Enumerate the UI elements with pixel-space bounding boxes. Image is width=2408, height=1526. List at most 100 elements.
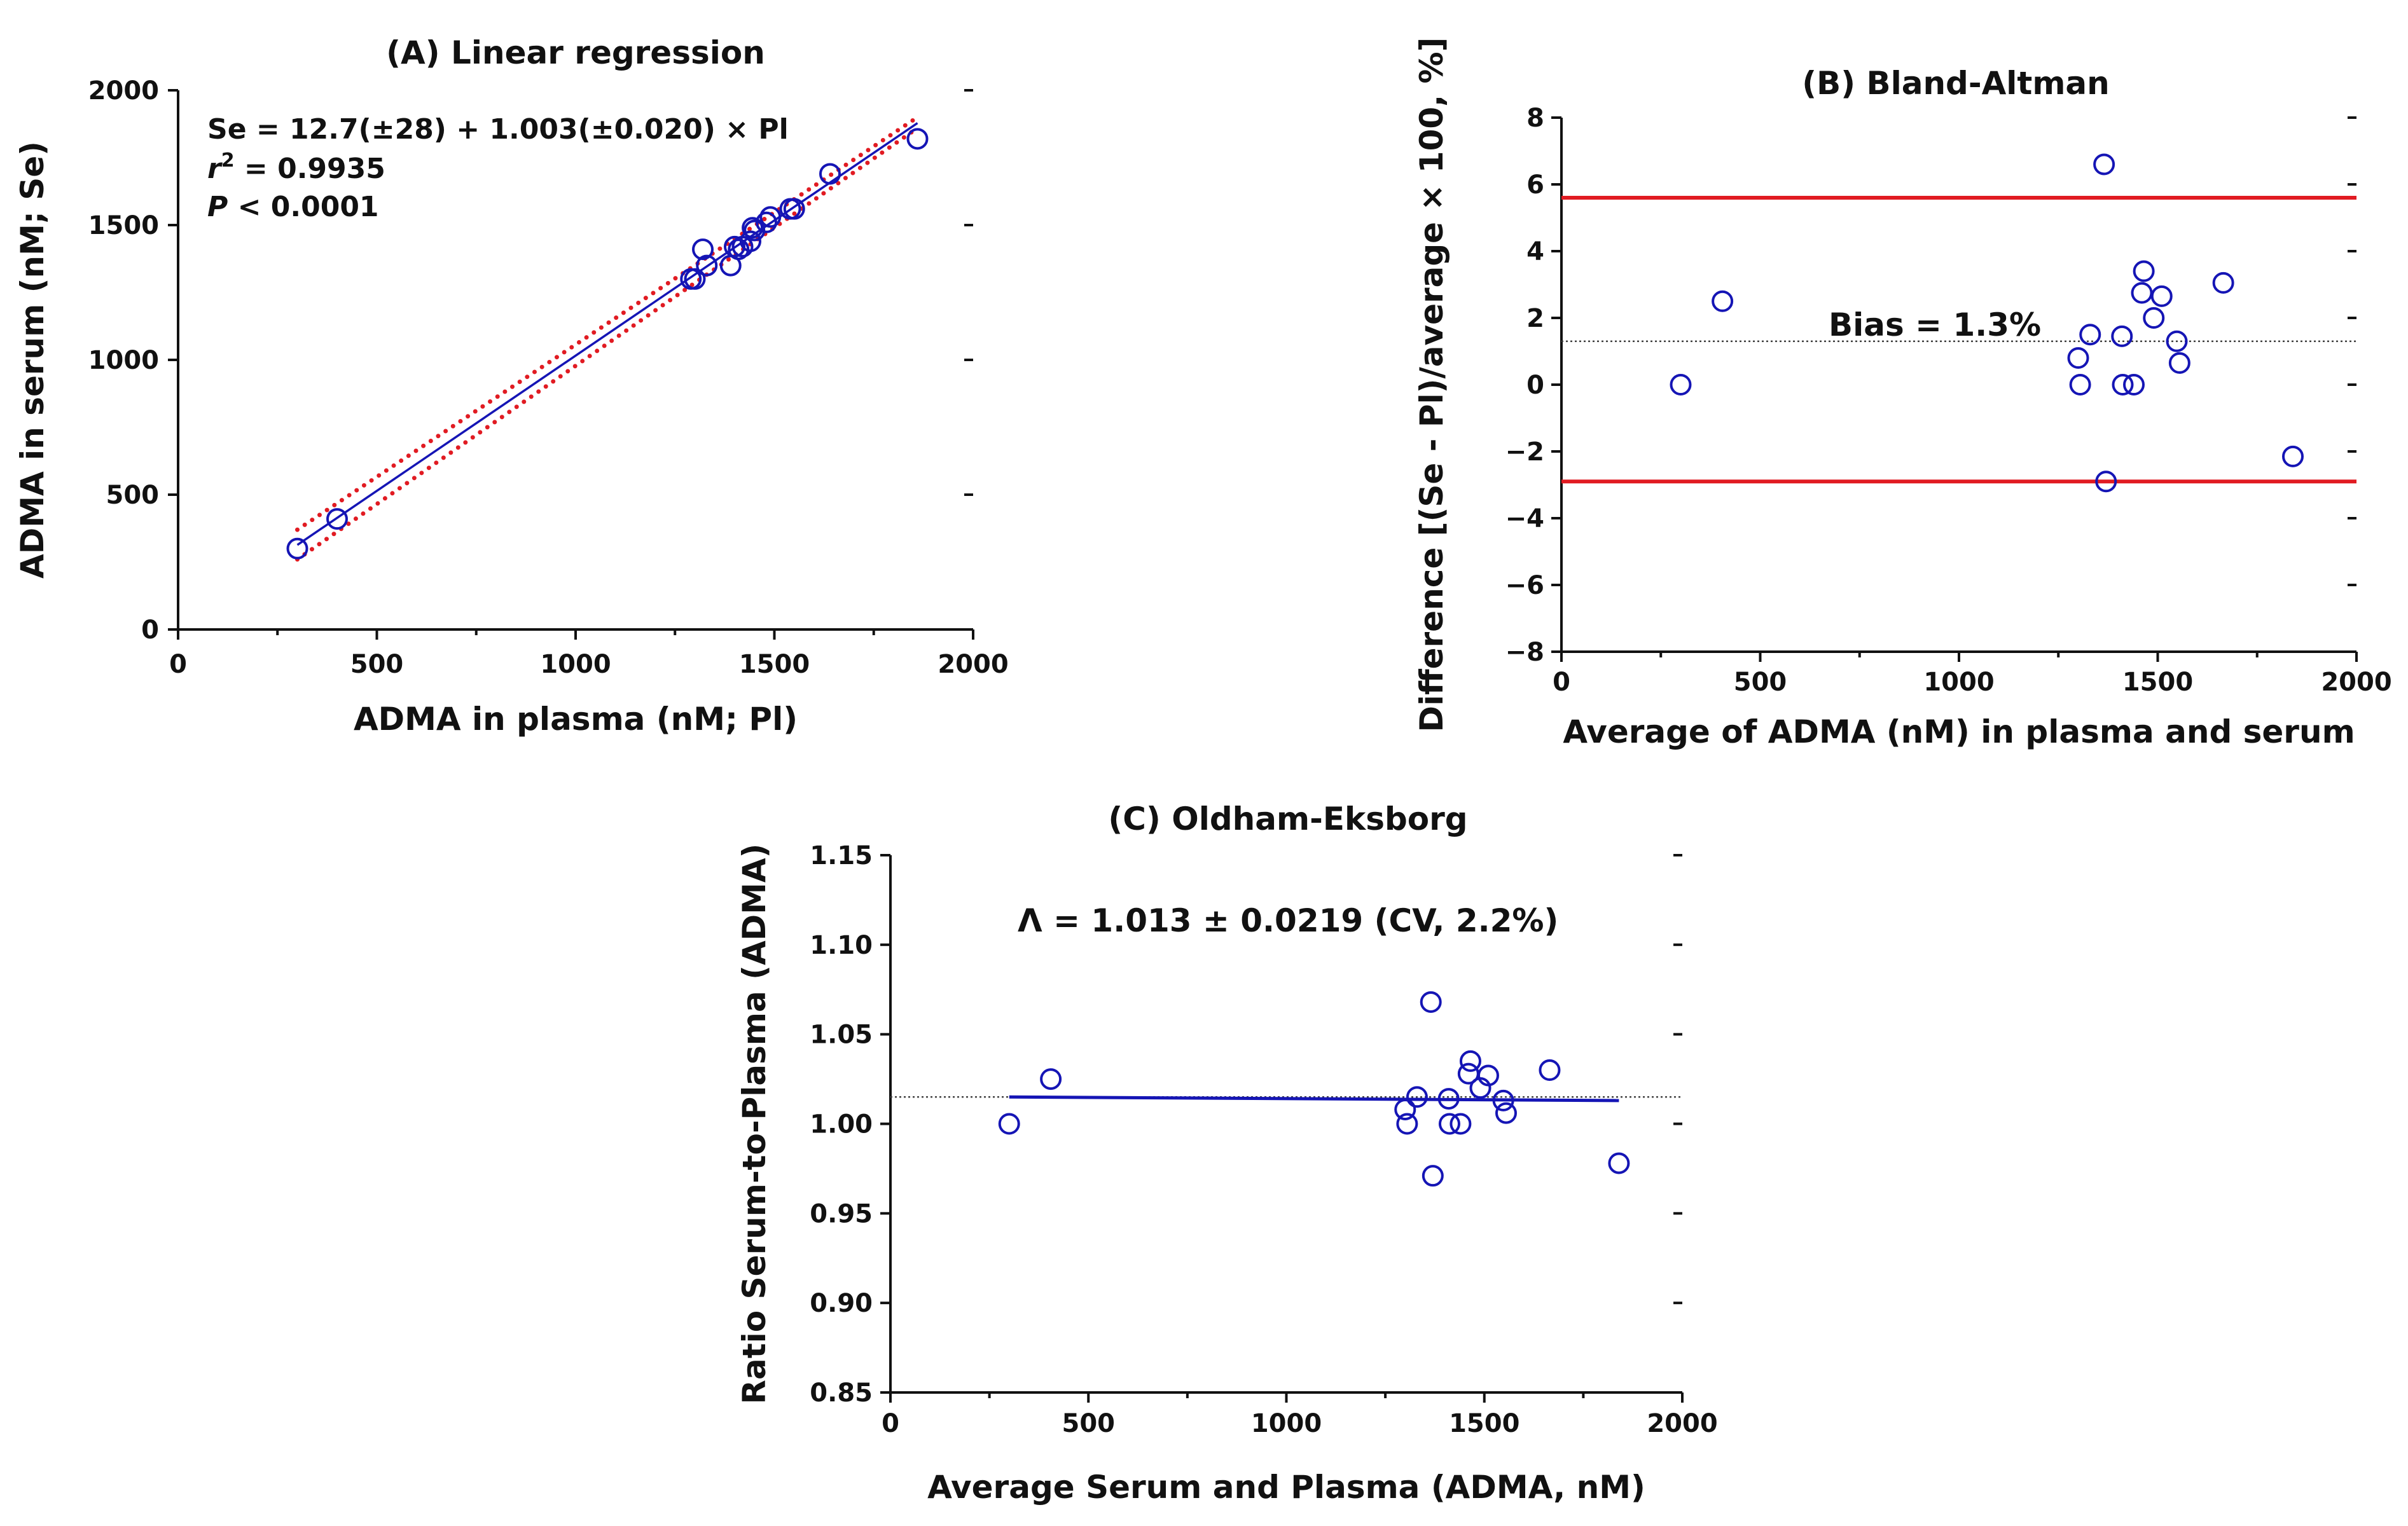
chart-c-data-point — [1420, 991, 1442, 1013]
chart-c-data-point — [1040, 1068, 1062, 1090]
chart-b-data-point — [2131, 282, 2153, 304]
chart-c-data-point — [1406, 1086, 1428, 1108]
chart-b-data-point — [2133, 260, 2155, 282]
chart-b-bias-label: Bias = 1.3% — [1829, 306, 2041, 343]
chart-b-x-tick-label: 0 — [1553, 668, 1570, 697]
chart-b-data-point — [1670, 374, 1692, 395]
chart-b-data-point — [2095, 471, 2117, 493]
chart-a-p-value: P < 0.0001 — [207, 191, 379, 223]
chart-b-data-point — [2067, 347, 2089, 369]
chart-a-title: (A) Linear regression — [386, 34, 765, 71]
chart-a-data-point — [684, 268, 706, 290]
chart-b-y-tick-label: 0 — [1526, 371, 1544, 400]
chart-c-x-tick-label: 500 — [1062, 1409, 1116, 1438]
chart-b-y-tick-label: −4 — [1505, 504, 1544, 533]
chart-c-y-tick-label: 1.00 — [810, 1110, 873, 1139]
chart-b-y-tick-label: 6 — [1526, 170, 1544, 200]
chart-b-data-point — [2069, 374, 2091, 395]
chart-a-data-point — [692, 238, 714, 261]
chart-c-y-tick-label: 1.15 — [810, 841, 873, 870]
chart-c-annotation: Λ = 1.013 ± 0.0219 (CV, 2.2%) — [1018, 902, 1558, 939]
chart-c-x-label: Average Serum and Plasma (ADMA, nM) — [927, 1469, 1645, 1506]
chart-a-data-point — [326, 508, 348, 530]
chart-a-data-point — [696, 254, 718, 277]
chart-a-y-tick-label: 500 — [106, 481, 160, 510]
chart-c-data-point — [1450, 1113, 1472, 1135]
chart-c-x-tick-label: 1500 — [1449, 1409, 1519, 1438]
chart-a-y-tick-label: 1500 — [88, 211, 159, 240]
chart-a-data-point — [740, 230, 761, 252]
chart-c-data-point — [1459, 1050, 1481, 1072]
chart-b-data-point — [2079, 324, 2101, 346]
chart-c-x-tick-label: 2000 — [1647, 1409, 1717, 1438]
chart-c: (C) Oldham-Eksborg 0 500 1000 1500 2000 0.85 0.… — [736, 801, 1718, 1506]
chart-a-confidence-band-upper — [295, 114, 920, 532]
chart-b-x-tick-label: 1500 — [2122, 668, 2193, 697]
chart-b-data-point — [2112, 374, 2134, 395]
chart-c-x-tick-label: 1000 — [1251, 1409, 1322, 1438]
chart-c-data-point — [1495, 1102, 1517, 1124]
chart-c-y-tick-label: 0.85 — [810, 1378, 873, 1408]
chart-c-y-label: Ratio Serum-to-Plasma (ADMA) — [736, 844, 773, 1405]
chart-c-y-tick-label: 1.10 — [810, 931, 873, 960]
chart-b-data-point — [2282, 445, 2304, 467]
chart-a-x-tick-label: 1500 — [739, 650, 810, 679]
chart-a-y-tick-label: 0 — [141, 615, 159, 645]
chart-a-data-point — [819, 163, 841, 185]
chart-c-y-tick-label: 1.05 — [810, 1021, 873, 1050]
chart-b-data-point — [2093, 153, 2115, 175]
chart-c-data-point — [1492, 1089, 1514, 1111]
chart-b: (B) Bland-Altman 0 500 1000 1500 2000 −8 −6 −4 −2… — [1413, 37, 2392, 750]
chart-a-x-label: ADMA in plasma (nM; Pl) — [354, 701, 798, 738]
chart-a-data-point — [783, 198, 805, 220]
chart-b-data-point — [2123, 374, 2145, 395]
chart-c-data-point — [1422, 1165, 1444, 1187]
chart-b-data-point — [2111, 325, 2133, 347]
chart-c-data-point — [1396, 1113, 1418, 1135]
chart-a-data-point — [906, 128, 929, 150]
chart-b-data-point — [2168, 352, 2190, 374]
chart-b-data-point — [2150, 285, 2173, 307]
chart-b-data-point — [2143, 307, 2165, 329]
chart-a-x-tick-label: 500 — [350, 650, 404, 679]
chart-a-data-point — [759, 206, 782, 228]
chart-c-data-point — [1608, 1152, 1630, 1174]
chart-c-data-point — [1539, 1059, 1561, 1081]
chart-b-data-point — [2166, 330, 2188, 352]
chart-b-x-label: Average of ADMA (nM) in plasma and serum — [1563, 713, 2355, 750]
chart-c-data-point — [998, 1113, 1020, 1135]
chart-b-title: (B) Bland-Altman — [1802, 65, 2110, 102]
chart-b-y-tick-label: 4 — [1526, 237, 1544, 266]
chart-a-data-point — [742, 217, 764, 239]
chart-b-y-tick-label: 8 — [1526, 104, 1544, 133]
chart-c-data-point — [1477, 1064, 1499, 1087]
chart-c-x-tick-label: 0 — [882, 1409, 899, 1438]
chart-c-data-point — [1438, 1113, 1460, 1135]
chart-b-x-tick-label: 2000 — [2321, 668, 2391, 697]
chart-b-data-point — [2212, 272, 2234, 294]
chart-b-y-tick-label: 2 — [1526, 304, 1544, 333]
chart-a-equation: Se = 12.7(±28) + 1.003(±0.020) × Pl — [207, 113, 789, 146]
chart-c-title: (C) Oldham-Eksborg — [1108, 801, 1467, 837]
chart-a-data-point — [756, 211, 777, 233]
chart-b-data-point — [1712, 290, 1734, 312]
chart-c-y-tick-label: 0.90 — [810, 1289, 873, 1318]
chart-c-data-point — [1394, 1098, 1416, 1120]
chart-a-x-tick-label: 0 — [169, 650, 187, 679]
chart-b-y-tick-label: −8 — [1505, 638, 1544, 667]
chart-c-y-tick-label: 0.95 — [810, 1199, 873, 1228]
chart-b-x-tick-label: 500 — [1734, 668, 1787, 697]
chart-a-r-squared: r2 = 0.9935 — [207, 149, 385, 185]
chart-b-y-label: Difference [(Se - Pl)/average × 100, %] — [1413, 37, 1450, 732]
chart-b-y-tick-label: −6 — [1505, 571, 1544, 600]
chart-a-y-tick-label: 2000 — [88, 76, 159, 106]
chart-a-confidence-band-lower — [295, 125, 920, 562]
chart-b-y-tick-label: −2 — [1505, 437, 1544, 467]
chart-a-data-point — [286, 537, 308, 560]
chart-a-y-tick-label: 1000 — [88, 346, 159, 375]
chart-a-y-label: ADMA in serum (nM; Se) — [14, 141, 51, 579]
chart-a-x-tick-label: 1000 — [540, 650, 611, 679]
chart-a-x-tick-label: 2000 — [938, 650, 1008, 679]
chart-c-data-point — [1437, 1088, 1460, 1110]
